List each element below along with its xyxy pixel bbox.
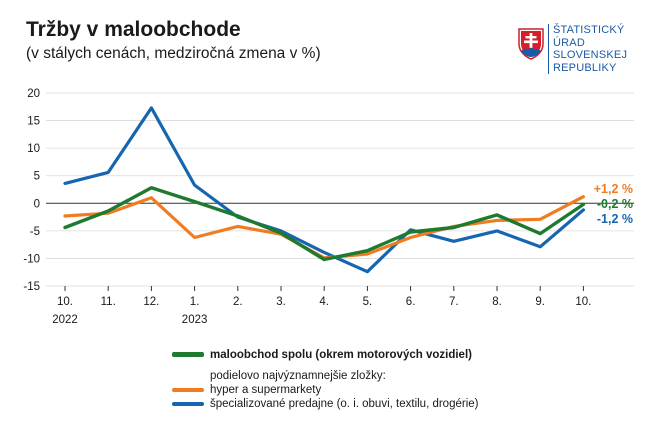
- logo-divider: [548, 24, 549, 74]
- x-tick-label: 7.: [449, 296, 459, 308]
- series-line: [63, 106, 586, 274]
- logo-text: ŠTATISTICKÝ ÚRAD SLOVENSKEJ REPUBLIKY: [553, 24, 627, 74]
- y-tick-label: 10: [27, 143, 40, 155]
- x-tick-label: 9.: [535, 296, 545, 308]
- y-tick-label: 15: [27, 116, 40, 128]
- slovak-coat-of-arms-icon: [518, 28, 544, 60]
- series-end-label: -1,2 %: [597, 212, 633, 226]
- institution-logo: ŠTATISTICKÝ ÚRAD SLOVENSKEJ REPUBLIKY: [518, 24, 638, 76]
- legend-label-total: maloobchod spolu (okrem motorových vozid…: [210, 349, 472, 361]
- series-end-label: -0,2 %: [597, 197, 633, 211]
- series-end-label: +1,2 %: [594, 182, 633, 196]
- legend-swatch-specialized: [172, 402, 204, 406]
- chart-title: Tržby v maloobchode: [26, 18, 241, 41]
- y-tick-label: 5: [34, 171, 40, 183]
- x-tick-label: 11.: [101, 296, 116, 308]
- logo-line-2: ÚRAD: [553, 36, 585, 49]
- series-line: [63, 195, 586, 260]
- y-tick-label: 0: [34, 198, 40, 210]
- y-tick-label: -5: [30, 226, 40, 238]
- x-tick-label: 3.: [276, 296, 286, 308]
- x-year-label: 2023: [182, 314, 208, 326]
- logo-line-4: REPUBLIKY: [553, 61, 617, 74]
- chart-subtitle: (v stálych cenách, medziročná zmena v %): [26, 45, 321, 62]
- legend-label-hyper: hyper a supermarkety: [210, 384, 322, 396]
- logo-line-1: ŠTATISTICKÝ: [553, 24, 625, 36]
- x-tick-label: 1.: [190, 296, 200, 308]
- x-tick-label: 4.: [319, 296, 329, 308]
- x-tick-label: 6.: [406, 296, 416, 308]
- x-year-label: 2022: [52, 314, 78, 326]
- series-line: [63, 186, 586, 262]
- y-tick-label: 20: [27, 88, 40, 100]
- x-tick-label: 10.: [575, 296, 591, 308]
- logo-line-3: SLOVENSKEJ: [553, 49, 628, 61]
- x-tick-label: 2.: [233, 296, 243, 308]
- legend-swatch-hyper: [172, 388, 204, 392]
- y-tick-label: -10: [23, 253, 40, 265]
- legend-label-specialized: špecializované predajne (o. i. obuvi, te…: [210, 398, 479, 410]
- x-tick-label: 12.: [143, 296, 159, 308]
- y-tick-label: -15: [23, 281, 40, 293]
- legend-swatch-total: [172, 352, 204, 357]
- x-tick-label: 10.: [57, 296, 73, 308]
- legend-components-note: podielovo najvýznamnejšie zložky:: [210, 370, 386, 382]
- x-tick-label: 8.: [492, 296, 502, 308]
- x-tick-label: 5.: [363, 296, 373, 308]
